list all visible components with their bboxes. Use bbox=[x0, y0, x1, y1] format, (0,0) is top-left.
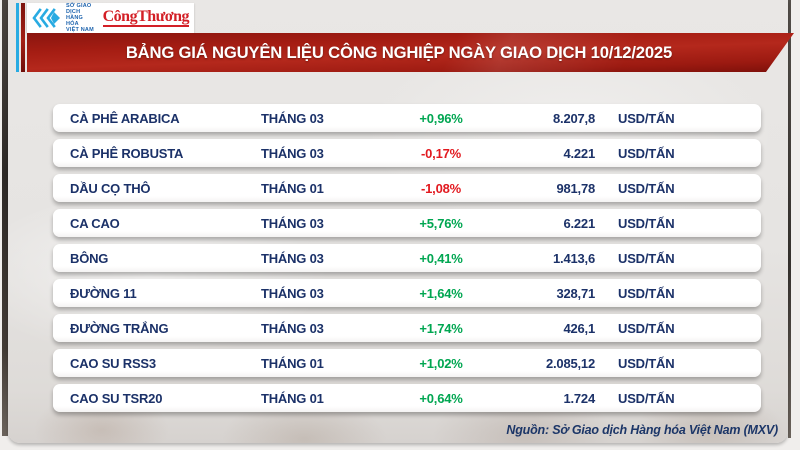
cell-change: +0,41% bbox=[419, 250, 463, 266]
cell-price: 426,1 bbox=[563, 320, 595, 336]
cell-change: +5,76% bbox=[419, 215, 463, 231]
cell-month: THÁNG 03 bbox=[261, 250, 324, 266]
mxv-logo-icon bbox=[32, 7, 62, 29]
cell-change: +1,74% bbox=[419, 320, 463, 336]
cell-month: THÁNG 03 bbox=[261, 320, 324, 336]
cell-change: +0,96% bbox=[419, 110, 463, 126]
table-row: CA CAO THÁNG 03 +5,76% 6.221 USD/TẤN bbox=[53, 209, 761, 237]
cell-month: THÁNG 01 bbox=[261, 355, 324, 371]
price-table: CÀ PHÊ ARABICA THÁNG 03 +0,96% 8.207,8 USD/T… bbox=[53, 104, 761, 419]
cell-unit: USD/TẤN bbox=[618, 250, 675, 266]
cell-price: 6.221 bbox=[563, 215, 595, 231]
table-row: CÀ PHÊ ARABICA THÁNG 03 +0,96% 8.207,8 USD/T… bbox=[53, 104, 761, 132]
congthuong-logo: CôngThương bbox=[102, 7, 190, 27]
cell-name: CAO SU TSR20 bbox=[70, 390, 163, 406]
cell-month: THÁNG 03 bbox=[261, 145, 324, 161]
cell-unit: USD/TẤN bbox=[618, 180, 675, 196]
cell-price: 2.085,12 bbox=[545, 355, 595, 371]
cell-price: 1.724 bbox=[563, 390, 595, 406]
cell-name: CAO SU RSS3 bbox=[70, 355, 156, 371]
mxv-org-line2: HÀNG HÓA bbox=[66, 15, 83, 27]
title-banner: BẢNG GIÁ NGUYÊN LIỆU CÔNG NGHIỆP NGÀY GI… bbox=[27, 33, 794, 72]
table-row: ĐƯỜNG TRẮNG THÁNG 03 +1,74% 426,1 USD/TẤN bbox=[53, 314, 761, 342]
table-row: DẦU CỌ THÔ THÁNG 01 -1,08% 981,78 USD/TẤN bbox=[53, 174, 761, 202]
cell-name: CÀ PHÊ ARABICA bbox=[70, 110, 180, 126]
mxv-org-line3: VIỆT NAM bbox=[66, 27, 94, 33]
content-panel: SỞ GIAO DỊCH HÀNG HÓA VIỆT NAM CôngThươn… bbox=[8, 0, 788, 443]
page-title: BẢNG GIÁ NGUYÊN LIỆU CÔNG NGHIỆP NGÀY GI… bbox=[125, 42, 672, 62]
cell-name: CA CAO bbox=[70, 215, 120, 231]
cell-unit: USD/TẤN bbox=[618, 320, 675, 336]
mxv-org-name: SỞ GIAO DỊCH HÀNG HÓA VIỆT NAM bbox=[66, 3, 97, 33]
table-row: CÀ PHÊ ROBUSTA THÁNG 03 -0,17% 4.221 USD/TẤN bbox=[53, 139, 761, 167]
cell-price: 4.221 bbox=[563, 145, 595, 161]
table-row: ĐƯỜNG 11 THÁNG 03 +1,64% 328,71 USD/TẤN bbox=[53, 279, 761, 307]
cell-change: +0,64% bbox=[419, 390, 463, 406]
cell-month: THÁNG 03 bbox=[261, 285, 324, 301]
cell-name: BÔNG bbox=[70, 250, 109, 266]
logo-box: SỞ GIAO DỊCH HÀNG HÓA VIỆT NAM CôngThươn… bbox=[27, 3, 194, 33]
cell-month: THÁNG 03 bbox=[261, 215, 324, 231]
table-row: CAO SU RSS3 THÁNG 01 +1,02% 2.085,12 USD/TẤN bbox=[53, 349, 761, 377]
cell-change: -1,08% bbox=[421, 180, 461, 196]
cell-month: THÁNG 01 bbox=[261, 180, 324, 196]
photo-frame-left bbox=[2, 0, 8, 436]
photo-frame-right bbox=[788, 0, 791, 438]
table-row: BÔNG THÁNG 03 +0,41% 1.413,6 USD/TẤN bbox=[53, 244, 761, 272]
cell-change: -0,17% bbox=[421, 145, 461, 161]
cell-unit: USD/TẤN bbox=[618, 215, 675, 231]
cell-month: THÁNG 03 bbox=[261, 110, 324, 126]
cell-unit: USD/TẤN bbox=[618, 110, 675, 126]
cell-price: 981,78 bbox=[556, 180, 595, 196]
cell-unit: USD/TẤN bbox=[618, 145, 675, 161]
cell-name: ĐƯỜNG 11 bbox=[70, 285, 137, 301]
accent-bar-maroon bbox=[21, 3, 25, 72]
cell-name: ĐƯỜNG TRẮNG bbox=[70, 320, 169, 336]
cell-change: +1,02% bbox=[419, 355, 463, 371]
cell-name: DẦU CỌ THÔ bbox=[70, 180, 151, 196]
accent-bar-cyan bbox=[16, 3, 19, 72]
cell-name: CÀ PHÊ ROBUSTA bbox=[70, 145, 184, 161]
cell-unit: USD/TẤN bbox=[618, 390, 675, 406]
source-note: Nguồn: Sở Giao dịch Hàng hóa Việt Nam (M… bbox=[506, 423, 778, 437]
cell-month: THÁNG 01 bbox=[261, 390, 324, 406]
cell-change: +1,64% bbox=[419, 285, 463, 301]
table-row: CAO SU TSR20 THÁNG 01 +0,64% 1.724 USD/TẤN bbox=[53, 384, 761, 412]
cell-price: 8.207,8 bbox=[553, 110, 595, 126]
cell-price: 328,71 bbox=[556, 285, 595, 301]
mxv-org-line1: SỞ GIAO DỊCH bbox=[66, 3, 92, 15]
cell-price: 1.413,6 bbox=[553, 250, 595, 266]
cell-unit: USD/TẤN bbox=[618, 355, 675, 371]
cell-unit: USD/TẤN bbox=[618, 285, 675, 301]
